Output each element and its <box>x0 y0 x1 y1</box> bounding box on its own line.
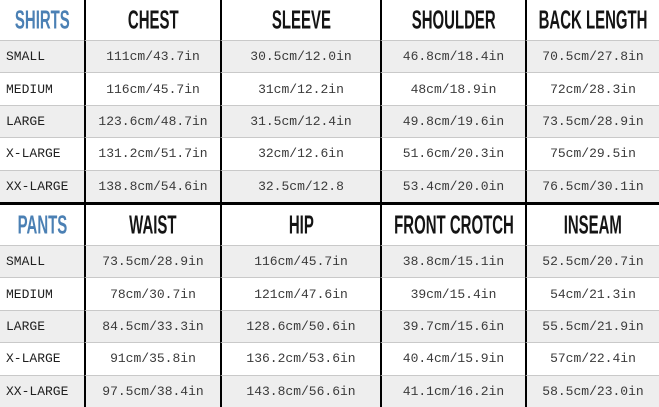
column-header-label: CHEST <box>127 4 179 35</box>
measurement-value: 41.1cm/16.2in <box>380 374 525 407</box>
measurement-value: 38.8cm/15.1in <box>380 244 525 278</box>
size-label: SMALL <box>0 244 84 278</box>
measurement-value: 138.8cm/54.6in <box>84 169 220 202</box>
measurement-value: 57cm/22.4in <box>525 342 659 375</box>
size-label: MEDIUM <box>0 277 84 309</box>
measurement-value: 32cm/12.6in <box>220 137 380 170</box>
measurement-value: 51.6cm/20.3in <box>380 137 525 170</box>
section-pants: PANTS WAIST HIP FRONT CROTCH INSEAM SMALL 73.5… <box>0 201 659 407</box>
measurement-value: 32.5cm/12.8 <box>220 169 380 202</box>
measurement-value: 116cm/45.7in <box>220 244 380 278</box>
measurement-value: 70.5cm/27.8in <box>525 40 659 73</box>
measurement-value: 49.8cm/19.6in <box>380 104 525 138</box>
measurement-value: 121cm/47.6in <box>220 277 380 310</box>
measurement-value: 48cm/18.9in <box>380 72 525 105</box>
section-title-pants: PANTS <box>0 205 84 245</box>
measurement-value: 111cm/43.7in <box>84 40 220 73</box>
size-label: X-LARGE <box>0 342 84 374</box>
measurement-value: 39.7cm/15.6in <box>380 309 525 343</box>
measurement-value: 123.6cm/48.7in <box>84 104 220 138</box>
size-label: LARGE <box>0 104 84 138</box>
measurement-value: 131.2cm/51.7in <box>84 137 220 170</box>
column-header: WAIST <box>84 204 220 245</box>
size-label: XX-LARGE <box>0 374 84 407</box>
measurement-value: 143.8cm/56.6in <box>220 374 380 407</box>
measurement-value: 97.5cm/38.4in <box>84 374 220 407</box>
measurement-value: 84.5cm/33.3in <box>84 309 220 343</box>
measurement-value: 91cm/35.8in <box>84 342 220 375</box>
measurement-value: 31cm/12.2in <box>220 72 380 105</box>
section-title-label: PANTS <box>17 209 67 240</box>
column-header: FRONT CROTCH <box>380 204 525 245</box>
measurement-value: 52.5cm/20.7in <box>525 244 659 278</box>
measurement-value: 75cm/29.5in <box>525 137 659 170</box>
measurement-value: 40.4cm/15.9in <box>380 342 525 375</box>
section-title-shirts: SHIRTS <box>0 0 84 40</box>
column-header: INSEAM <box>525 204 659 245</box>
column-header-label: WAIST <box>129 209 177 240</box>
measurement-value: 76.5cm/30.1in <box>525 169 659 202</box>
size-label: LARGE <box>0 309 84 343</box>
size-label: XX-LARGE <box>0 169 84 202</box>
measurement-value: 128.6cm/50.6in <box>220 309 380 343</box>
measurement-value: 78cm/30.7in <box>84 277 220 310</box>
size-label: MEDIUM <box>0 72 84 104</box>
column-header-label: FRONT CROTCH <box>393 209 514 240</box>
column-header: SHOULDER <box>380 0 525 40</box>
column-header-label: BACK LENGTH <box>538 4 648 35</box>
column-header: CHEST <box>84 0 220 40</box>
section-shirts: SHIRTS CHEST SLEEVE SHOULDER BACK LENGTH SMAL… <box>0 0 659 202</box>
measurement-value: 46.8cm/18.4in <box>380 40 525 73</box>
measurement-value: 73.5cm/28.9in <box>525 104 659 138</box>
size-label: SMALL <box>0 40 84 73</box>
column-header: HIP <box>220 204 380 245</box>
measurement-value: 30.5cm/12.0in <box>220 40 380 73</box>
column-header: BACK LENGTH <box>525 0 659 40</box>
column-header-label: INSEAM <box>563 209 623 240</box>
measurement-value: 58.5cm/23.0in <box>525 374 659 407</box>
measurement-value: 136.2cm/53.6in <box>220 342 380 375</box>
measurement-value: 39cm/15.4in <box>380 277 525 310</box>
measurement-value: 116cm/45.7in <box>84 72 220 105</box>
section-title-label: SHIRTS <box>14 4 70 35</box>
column-header: SLEEVE <box>220 0 380 40</box>
measurement-value: 53.4cm/20.0in <box>380 169 525 202</box>
measurement-value: 72cm/28.3in <box>525 72 659 105</box>
measurement-value: 55.5cm/21.9in <box>525 309 659 343</box>
measurement-value: 73.5cm/28.9in <box>84 244 220 278</box>
column-header-label: SLEEVE <box>271 4 331 35</box>
size-label: X-LARGE <box>0 137 84 169</box>
column-header-label: SHOULDER <box>411 4 496 35</box>
column-header-label: HIP <box>288 209 314 240</box>
measurement-value: 31.5cm/12.4in <box>220 104 380 138</box>
measurement-value: 54cm/21.3in <box>525 277 659 310</box>
